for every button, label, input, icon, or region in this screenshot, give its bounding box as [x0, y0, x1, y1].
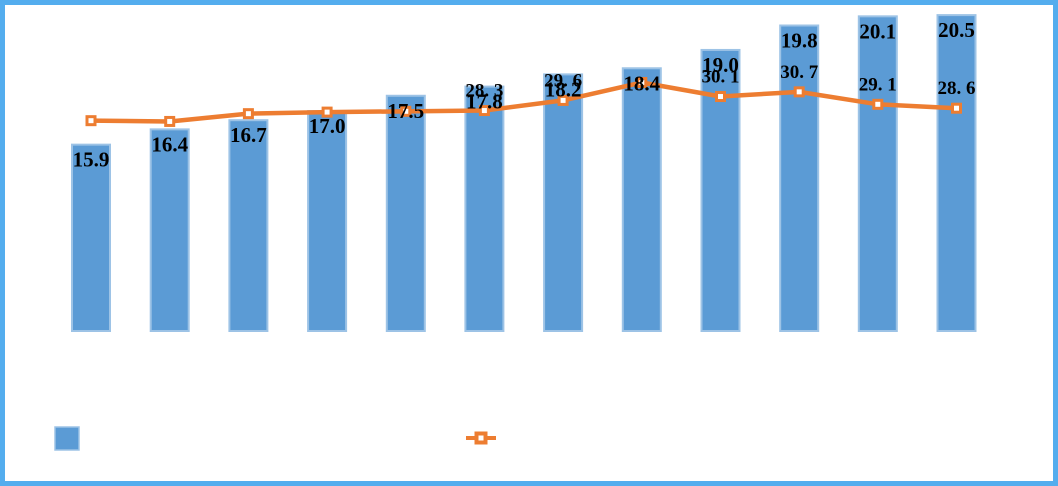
- bar-data-label-7: 18.2: [545, 77, 582, 101]
- line-marker-inner-8: [639, 79, 645, 85]
- bar-data-label-1: 15.9: [73, 148, 110, 172]
- line-marker-inner-6: [481, 108, 487, 114]
- line-data-label-6: 28. 3: [465, 81, 503, 102]
- line-data-label-12: 28. 6: [938, 78, 976, 99]
- line-marker-inner-7: [560, 97, 566, 103]
- bar-1: [71, 143, 111, 332]
- line-marker-inner-9: [718, 94, 723, 100]
- bar-12: [936, 14, 977, 333]
- legend-line-marker-inner-icon: [478, 435, 484, 441]
- bar-data-label-12: 20.5: [938, 18, 975, 42]
- bar-data-label-3: 16.7: [230, 123, 267, 147]
- bar-7: [543, 73, 584, 332]
- line-marker-inner-11: [875, 101, 881, 107]
- line-data-label-9: 30. 1: [702, 67, 740, 88]
- bar-data-label-11: 20.1: [859, 19, 896, 43]
- line-marker-inner-1: [88, 118, 94, 124]
- bar-5: [385, 94, 426, 332]
- bar-11: [857, 15, 898, 333]
- line-series-path: [88, 80, 959, 124]
- bar-4: [307, 110, 348, 333]
- bar-10: [779, 24, 820, 332]
- bar-2: [149, 128, 190, 332]
- bar-data-label-4: 17.0: [309, 114, 346, 138]
- bar-data-label-9: 19.0: [702, 53, 739, 77]
- line-data-label-10: 30. 7: [780, 62, 819, 83]
- line-marker-inner-2: [167, 118, 173, 124]
- line-marker-inner-4: [324, 109, 330, 115]
- line-marker-inner-5: [403, 108, 409, 114]
- bar-data-label-6: 17.8: [466, 90, 503, 114]
- bar-6: [464, 85, 505, 332]
- bar-data-label-2: 16.4: [151, 132, 188, 156]
- legend-bar-swatch-icon: [54, 426, 80, 451]
- line-data-label-11: 29. 1: [859, 74, 897, 95]
- bar-data-label-10: 19.8: [781, 29, 818, 53]
- bar-8: [621, 67, 662, 333]
- line-marker-inner-10: [796, 89, 802, 95]
- bar-data-label-8: 18.4: [623, 71, 660, 95]
- bar-3: [228, 119, 269, 332]
- line-marker-inner-12: [954, 105, 959, 111]
- line-marker-inner-3: [245, 111, 251, 117]
- bar-data-label-5: 17.5: [387, 99, 424, 123]
- line-data-label-7: 29. 6: [544, 70, 582, 91]
